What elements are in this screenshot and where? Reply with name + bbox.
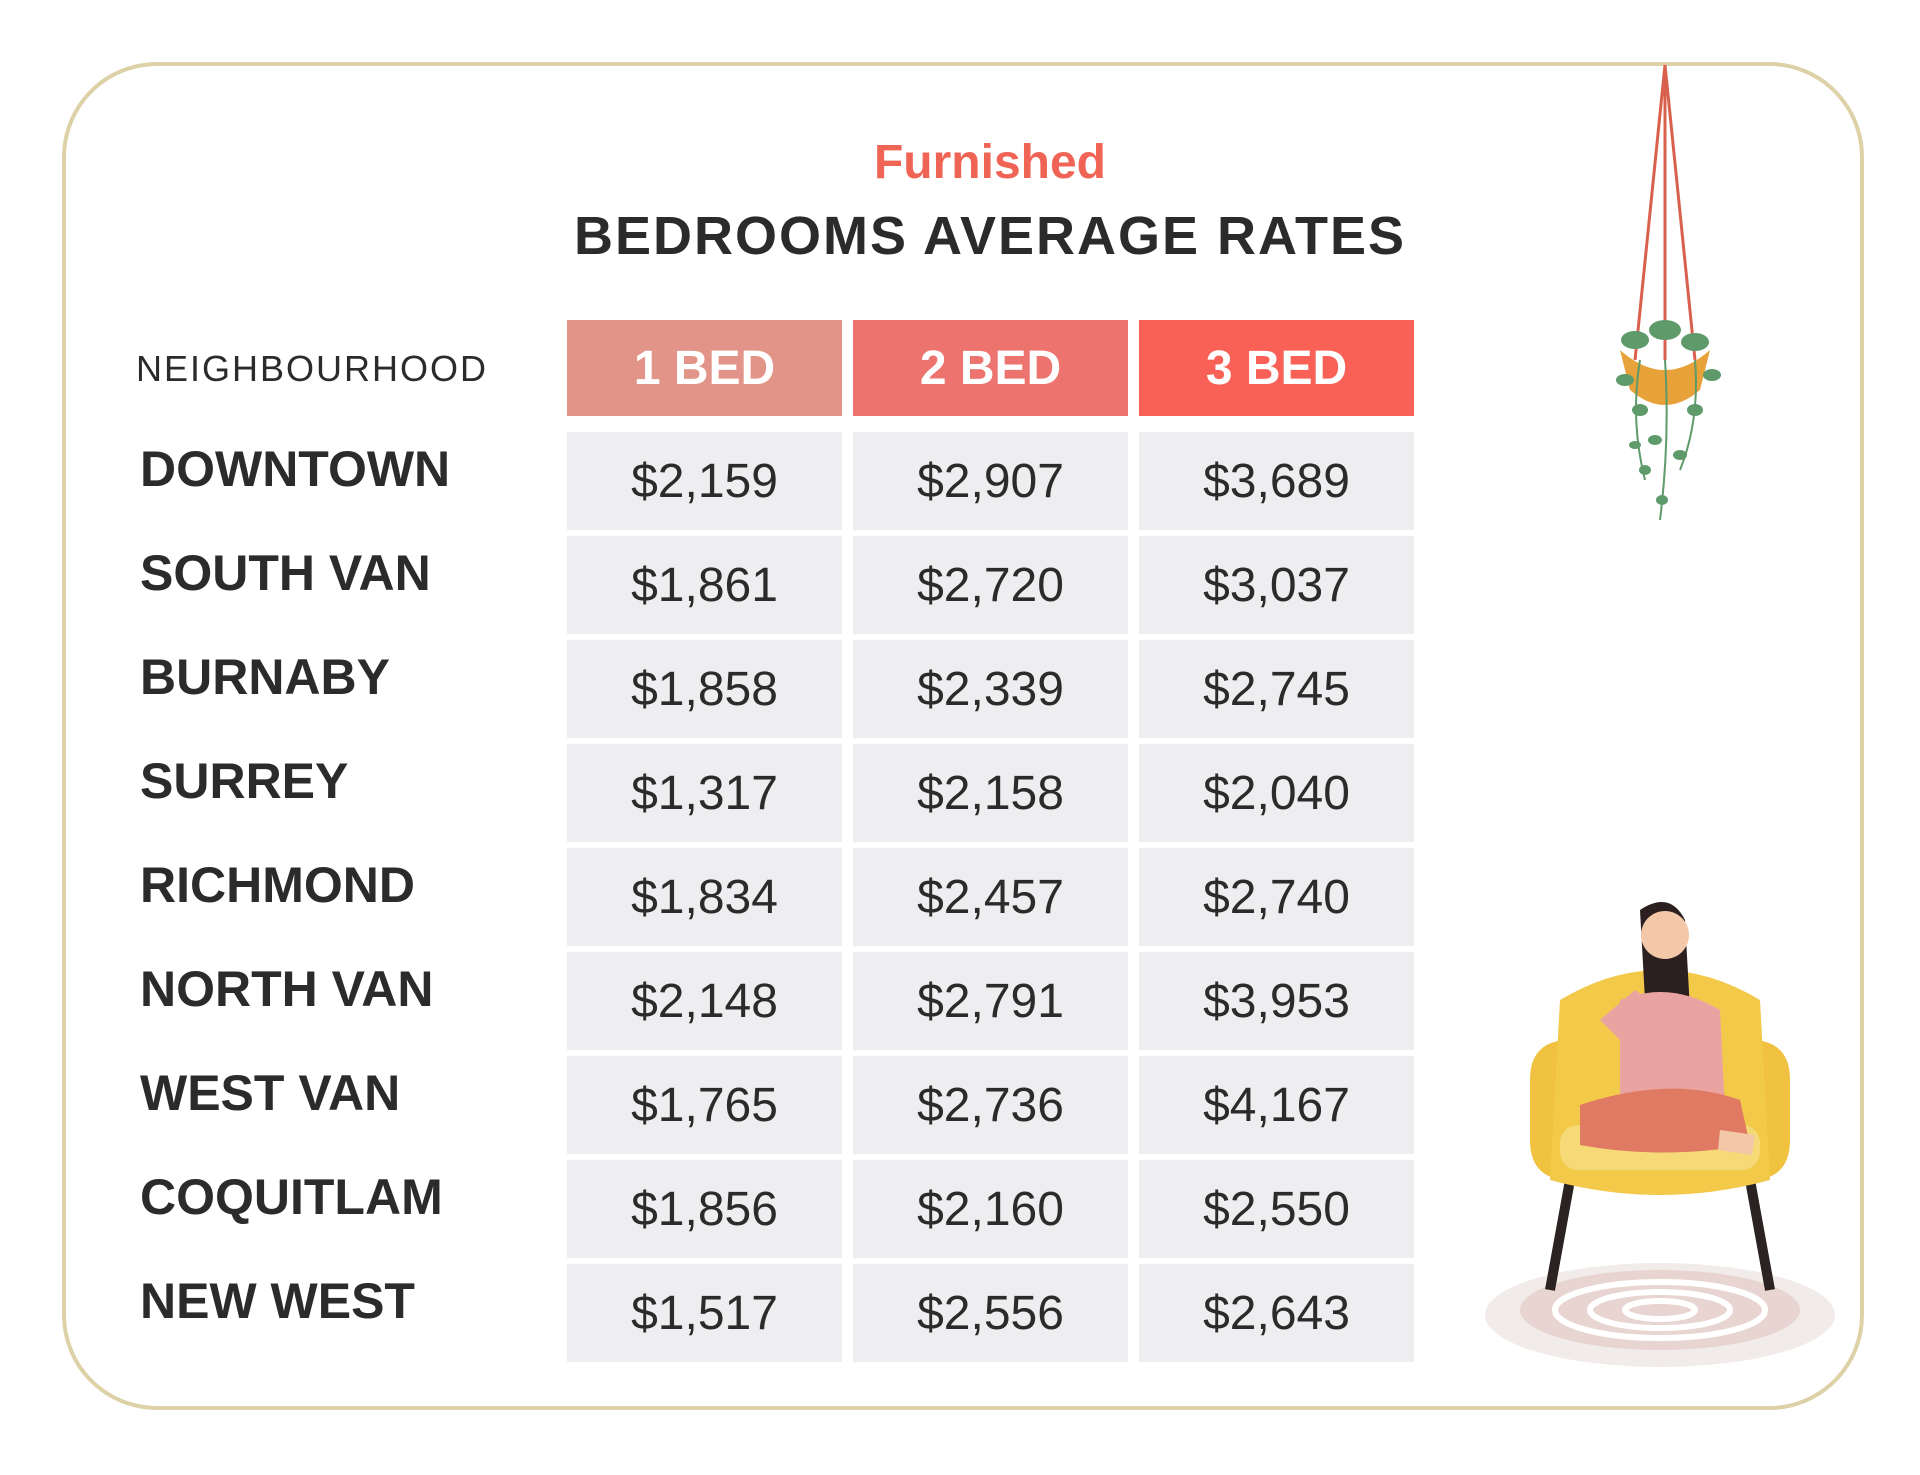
rate-cell: $2,148 [567, 952, 842, 1050]
column-header-2-bed: 2 BED [853, 320, 1128, 416]
rate-cell: $2,550 [1139, 1160, 1414, 1258]
chart-subtitle: Furnished [873, 136, 1106, 189]
hanging-plant-icon [1616, 64, 1721, 521]
rate-cell: $2,720 [853, 536, 1128, 634]
row-header-label: NEIGHBOURHOOD [136, 348, 489, 389]
rate-cell: $1,856 [567, 1160, 842, 1258]
rate-cell: $3,689 [1139, 432, 1414, 530]
rate-cell: $2,745 [1139, 640, 1414, 738]
rate-cell: $4,167 [1139, 1056, 1414, 1154]
woman-in-armchair-icon [1485, 902, 1835, 1367]
rate-cell: $3,037 [1139, 536, 1414, 634]
row-label: SURREY [140, 753, 349, 809]
rate-cell: $2,159 [567, 432, 842, 530]
rate-cell: $1,834 [567, 848, 842, 946]
row-label: WEST VAN [140, 1065, 401, 1121]
rate-cell: $2,160 [853, 1160, 1128, 1258]
rate-cell: $1,317 [567, 744, 842, 842]
rate-cell: $1,765 [567, 1056, 842, 1154]
row-label: RICHMOND [140, 857, 415, 913]
rate-cell: $3,953 [1139, 952, 1414, 1050]
rate-cell: $2,556 [853, 1264, 1128, 1362]
rate-cell: $2,643 [1139, 1264, 1414, 1362]
row-label: NEW WEST [140, 1273, 415, 1329]
rate-cell: $1,861 [567, 536, 842, 634]
row-label: NORTH VAN [140, 961, 434, 1017]
rate-cell: $2,457 [853, 848, 1128, 946]
chart-title: BEDROOMS AVERAGE RATES [573, 206, 1407, 266]
row-label: BURNABY [140, 649, 390, 705]
column-header-1-bed: 1 BED [567, 320, 842, 416]
rate-cell: $2,158 [853, 744, 1128, 842]
rate-cell: $1,858 [567, 640, 842, 738]
rate-cell: $2,740 [1139, 848, 1414, 946]
row-label: DOWNTOWN [140, 441, 451, 497]
rate-cell: $2,339 [853, 640, 1128, 738]
rate-cell: $2,791 [853, 952, 1128, 1050]
rate-cell: $2,736 [853, 1056, 1128, 1154]
rate-cell: $2,907 [853, 432, 1128, 530]
row-label: COQUITLAM [140, 1169, 443, 1225]
column-header-3-bed: 3 BED [1139, 320, 1414, 416]
row-label: SOUTH VAN [140, 545, 431, 601]
rate-cell: $2,040 [1139, 744, 1414, 842]
rate-cell: $1,517 [567, 1264, 842, 1362]
